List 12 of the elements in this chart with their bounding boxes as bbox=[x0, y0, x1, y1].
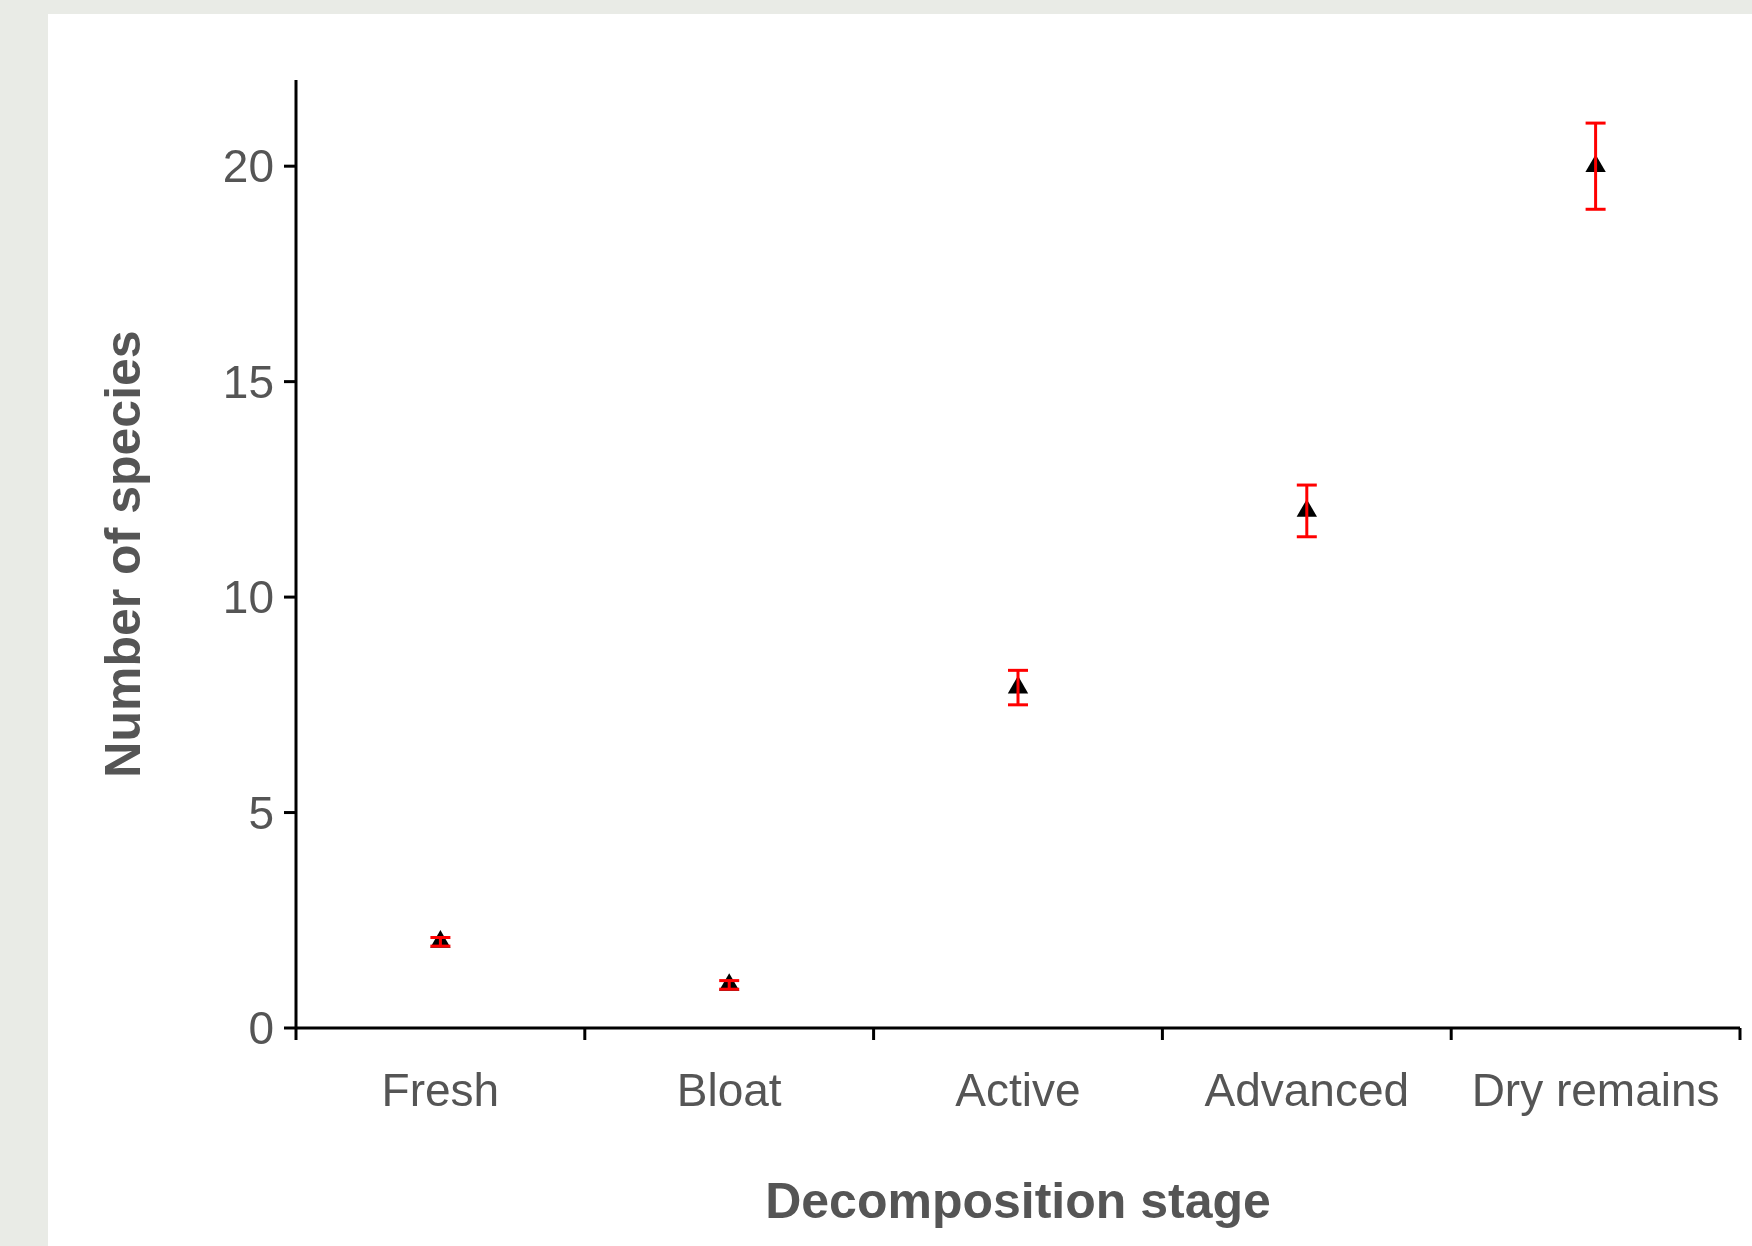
x-tick-label: Advanced bbox=[1204, 1064, 1410, 1116]
x-tick-label: Active bbox=[955, 1064, 1081, 1116]
x-axis-title: Decomposition stage bbox=[765, 1173, 1271, 1229]
y-tick-label: 0 bbox=[248, 1002, 274, 1055]
y-axis-title: Number of species bbox=[95, 330, 151, 778]
y-tick-label: 20 bbox=[222, 140, 274, 193]
y-tick-label: 15 bbox=[222, 355, 274, 408]
y-tick-label: 5 bbox=[248, 786, 274, 839]
x-tick-label: Dry remains bbox=[1471, 1064, 1720, 1116]
x-tick-label: Bloat bbox=[676, 1064, 782, 1116]
x-tick-label: Fresh bbox=[381, 1064, 500, 1116]
y-tick-label: 10 bbox=[222, 571, 274, 624]
